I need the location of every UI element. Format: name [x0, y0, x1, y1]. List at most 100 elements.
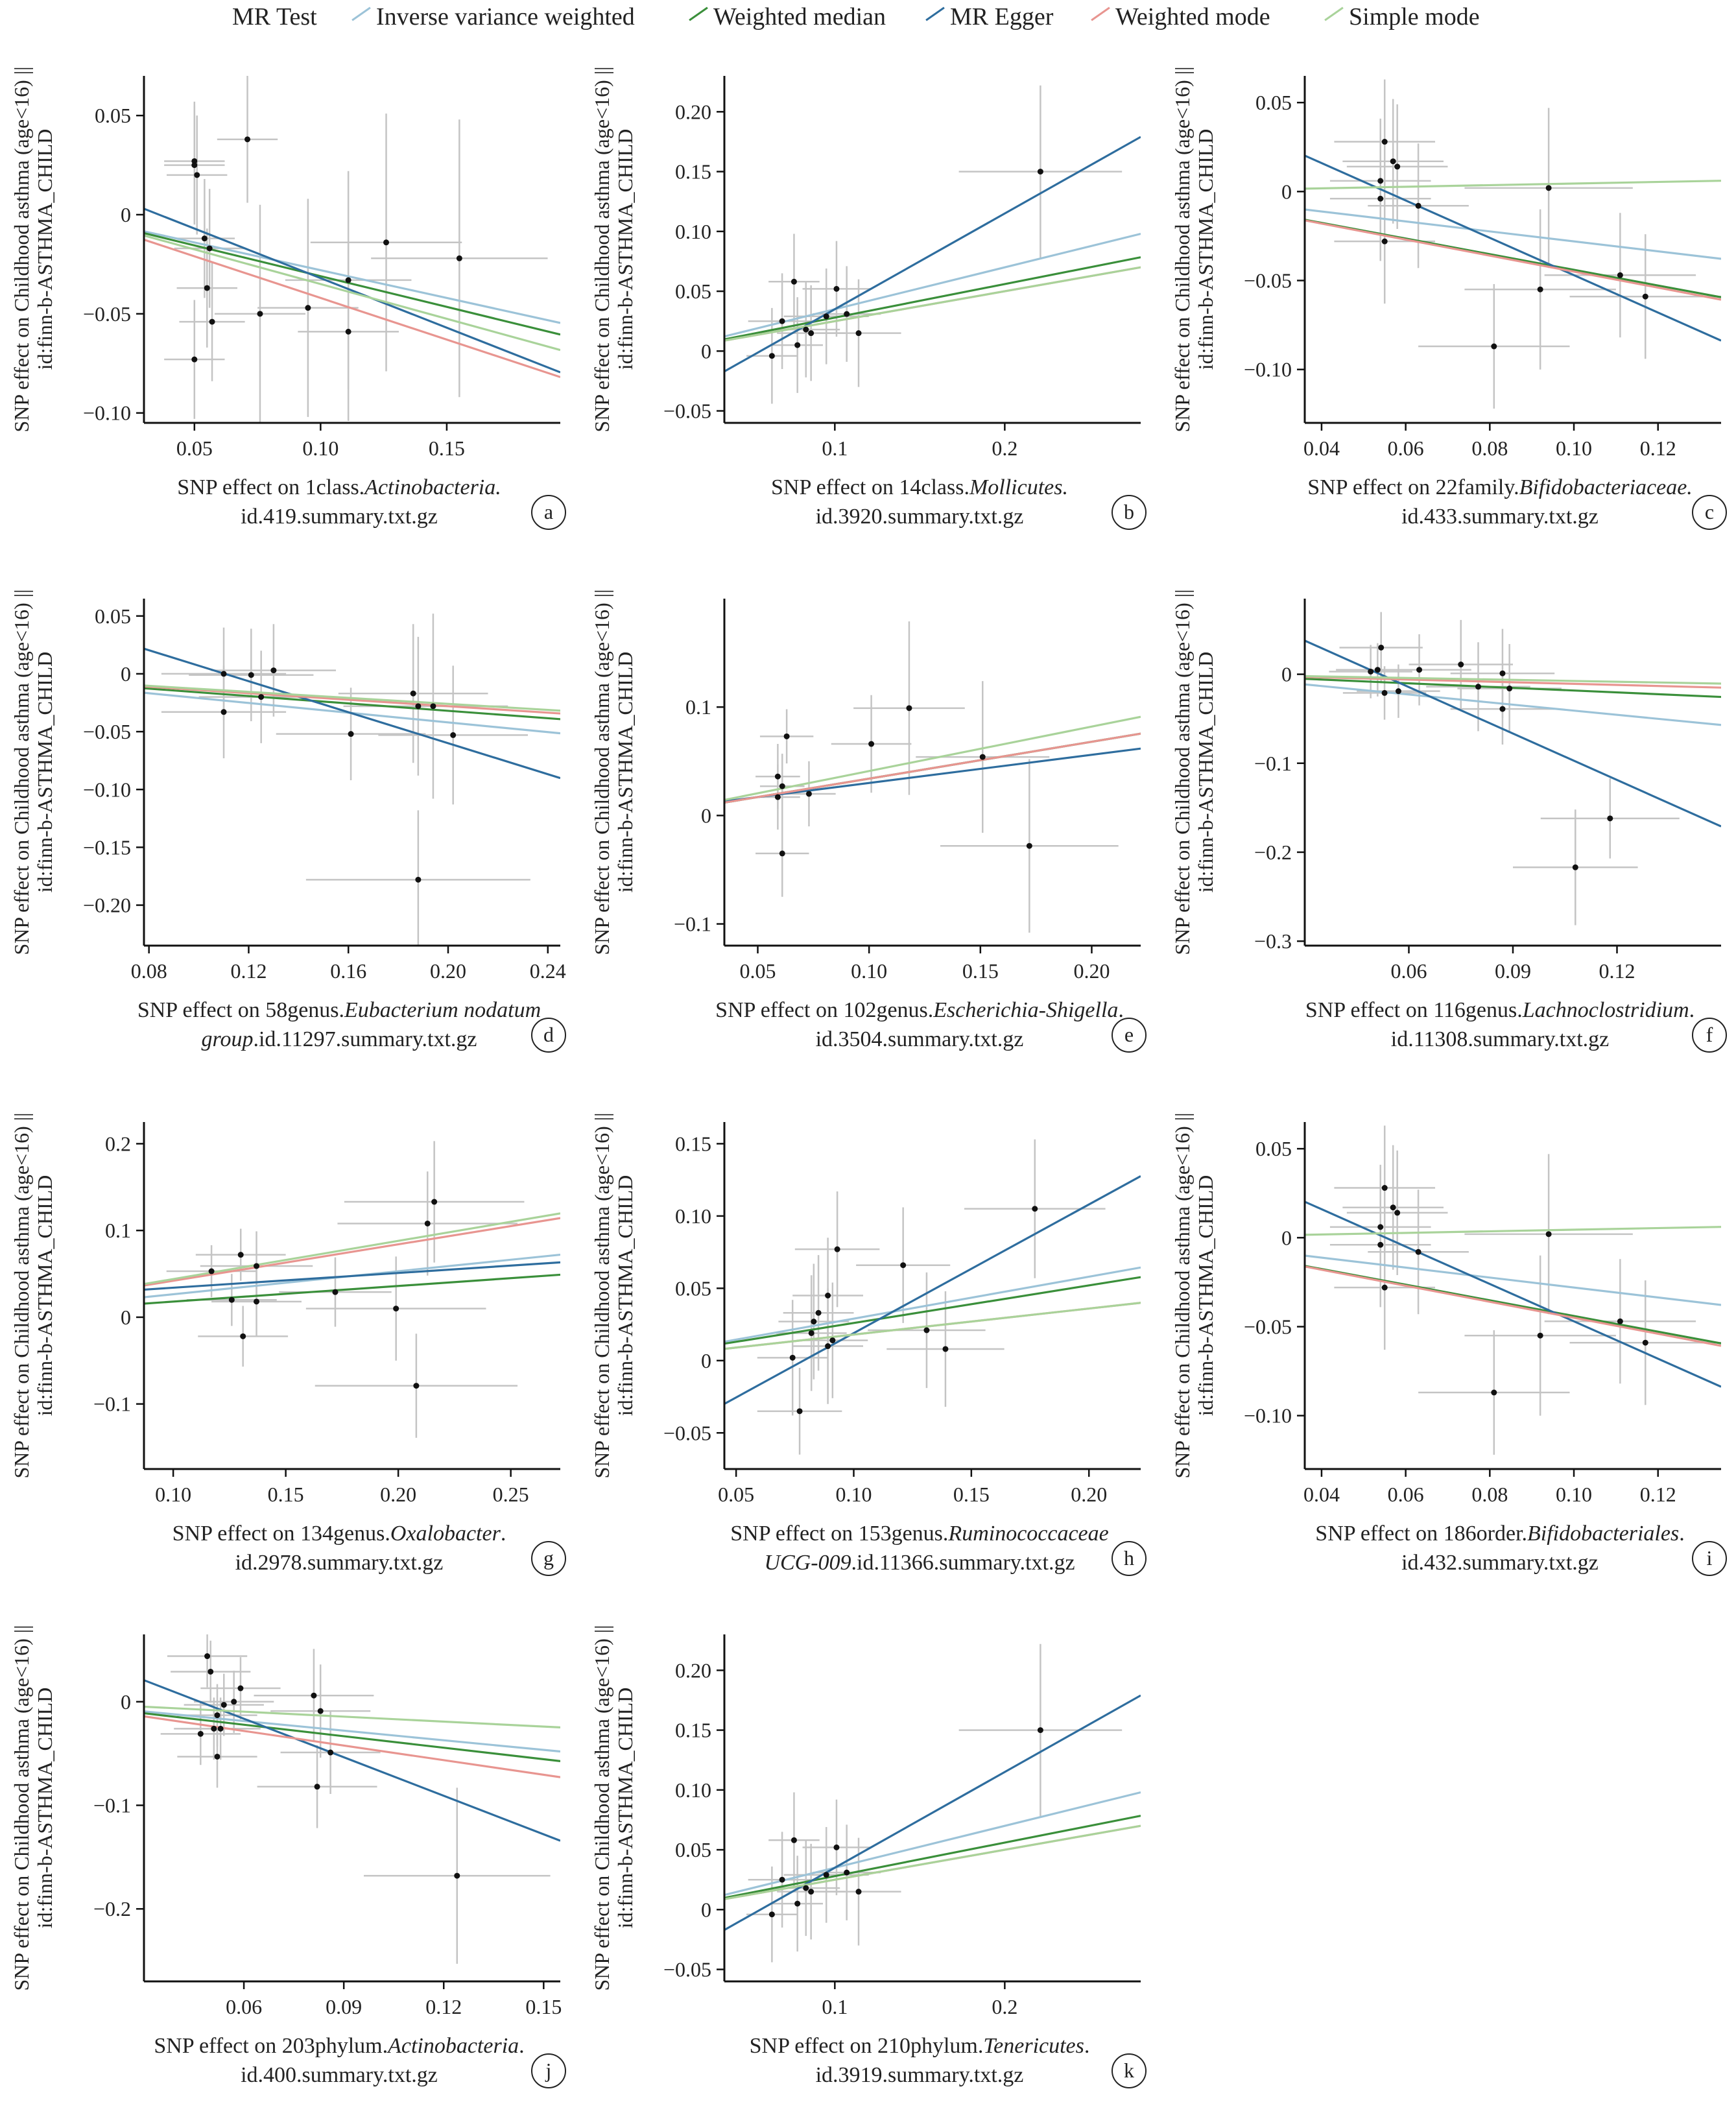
x-axis-label-line2: id.3504.summary.txt.gz — [816, 1027, 1024, 1051]
x-tick-label: 0.06 — [226, 1995, 262, 2018]
snp-point — [220, 1702, 227, 1708]
plot-area-c — [1305, 79, 1721, 409]
x-axis-label: SNP effect on 22family.Bifidobacteriacea… — [1307, 475, 1693, 499]
panel-label: f — [1706, 1023, 1713, 1046]
snp-point — [1499, 670, 1506, 676]
regression-line-simple-mode — [1305, 1226, 1721, 1236]
panel-label-circle — [531, 1541, 566, 1576]
y-tick-label: 0 — [1281, 663, 1292, 686]
y-tick-label: 0 — [121, 662, 131, 686]
y-tick-label: 0.10 — [675, 1204, 711, 1228]
snp-point — [415, 876, 422, 883]
x-axis-label: SNP effect on 58genus.Eubacterium nodatu… — [137, 998, 541, 1022]
y-tick-label: −0.15 — [83, 835, 131, 859]
snp-point — [211, 1725, 217, 1732]
regression-line-inverse-variance-weighted — [724, 1266, 1141, 1343]
snp-point — [1378, 644, 1385, 651]
y-tick-label: −0.1 — [93, 1392, 131, 1416]
snp-point — [833, 1844, 840, 1850]
snp-point — [209, 318, 215, 325]
panel-label-circle — [1112, 495, 1147, 530]
regression-line-weighted-mode — [144, 239, 560, 378]
snp-point — [332, 1289, 339, 1295]
y-tick-label: 0.10 — [675, 1778, 711, 1802]
legend-item-weighted-mode: Weighted mode — [1115, 3, 1270, 30]
panel-f: 0.06 0.09 0.12 −0.3 −0.2 −0.1 0 SNP effect on C… — [1171, 589, 1727, 1053]
regression-line-mr-egger — [144, 647, 560, 780]
panel-label: e — [1124, 1023, 1134, 1046]
panel-e: 0.05 0.10 0.15 0.20 −0.1 0 0.1 SNP effect on Ch… — [590, 589, 1147, 1053]
x-tick-label: 0.15 — [525, 1995, 562, 2018]
panel-label: g — [543, 1546, 554, 1570]
y-tick-label: −0.2 — [1254, 841, 1292, 864]
panel-label: a — [544, 500, 553, 523]
regression-line-weighted-mode — [144, 1715, 560, 1778]
snp-point — [206, 245, 213, 252]
regression-line-inverse-variance-weighted — [1305, 208, 1721, 260]
panel-label-circle — [1112, 2053, 1147, 2088]
y-tick-label: 0.15 — [675, 1719, 711, 1742]
snp-point — [214, 1712, 220, 1719]
snp-point — [208, 1268, 215, 1274]
regression-line-weighted-mode — [144, 1217, 560, 1287]
regression-line-weighted-mode — [1305, 219, 1721, 301]
y-tick-label: 0 — [1281, 1226, 1292, 1249]
snp-point — [1642, 293, 1648, 300]
y-tick-label: 0 — [701, 339, 711, 363]
x-tick-label: 0.10 — [302, 436, 339, 460]
x-tick-label: 0.12 — [230, 959, 267, 983]
regression-line-weighted-median — [1305, 678, 1721, 699]
snp-point — [208, 1668, 214, 1675]
snp-point — [254, 1263, 260, 1269]
panel-c: 0.04 0.06 0.08 0.10 0.12 −0.10 −0.05 0 0.05 SNP e… — [1171, 66, 1727, 530]
panel-label-circle — [1692, 495, 1727, 530]
regression-line-inverse-variance-weighted — [724, 232, 1141, 338]
y-tick-label: 0.05 — [675, 1276, 711, 1300]
snp-point — [779, 783, 785, 789]
snp-point — [348, 731, 354, 737]
snp-point — [1374, 667, 1381, 673]
snp-point — [844, 311, 850, 317]
snp-point — [808, 330, 814, 337]
y-axis-label: SNP effect on Childhood asthma (age<16) … — [590, 589, 613, 955]
snp-point — [834, 1246, 840, 1252]
regression-line-weighted-mode — [1305, 1265, 1721, 1347]
snp-point — [244, 136, 251, 143]
y-axis-label-id: id:finn-b-ASTHMA_CHILD — [613, 129, 637, 370]
y-axis-label-id: id:finn-b-ASTHMA_CHILD — [33, 129, 56, 370]
y-axis-label: SNP effect on Childhood asthma (age<16) … — [590, 1112, 613, 1478]
snp-point — [979, 754, 986, 760]
x-tick-label: 0.04 — [1303, 1483, 1340, 1506]
y-tick-label: −0.05 — [83, 720, 131, 743]
x-tick-label: 0.15 — [268, 1483, 304, 1506]
snp-point — [1395, 688, 1401, 695]
panel-label: b — [1124, 500, 1134, 523]
y-axis-label-id: id:finn-b-ASTHMA_CHILD — [613, 1688, 637, 1929]
snp-point — [248, 672, 254, 678]
snp-point — [214, 1753, 220, 1760]
regression-line-mr-egger — [144, 1261, 560, 1291]
snp-point — [1032, 1206, 1038, 1212]
regression-line-inverse-variance-weighted — [724, 1791, 1141, 1896]
regression-line-simple-mode — [1305, 180, 1721, 190]
snp-point — [257, 311, 263, 317]
y-tick-label: −0.05 — [83, 302, 131, 326]
regression-line-mr-egger — [724, 136, 1141, 373]
snp-point — [1617, 272, 1623, 278]
snp-point — [345, 328, 351, 335]
snp-point — [794, 342, 801, 348]
x-tick-label: 0.15 — [429, 436, 465, 460]
snp-point — [191, 162, 198, 169]
regression-line-weighted-median — [724, 1276, 1141, 1345]
snp-point — [855, 330, 862, 337]
x-axis-label-line2: id.432.summary.txt.gz — [1401, 1551, 1599, 1575]
snp-point — [823, 1872, 829, 1878]
snp-point — [794, 1900, 801, 1907]
regression-line-inverse-variance-weighted — [144, 1710, 560, 1753]
snp-point — [833, 285, 840, 292]
regression-line-simple-mode — [144, 684, 560, 712]
regression-line-mr-egger — [1305, 154, 1721, 342]
y-tick-label: −0.20 — [83, 894, 131, 917]
snp-point — [204, 285, 210, 291]
regression-line-inverse-variance-weighted — [144, 230, 560, 324]
